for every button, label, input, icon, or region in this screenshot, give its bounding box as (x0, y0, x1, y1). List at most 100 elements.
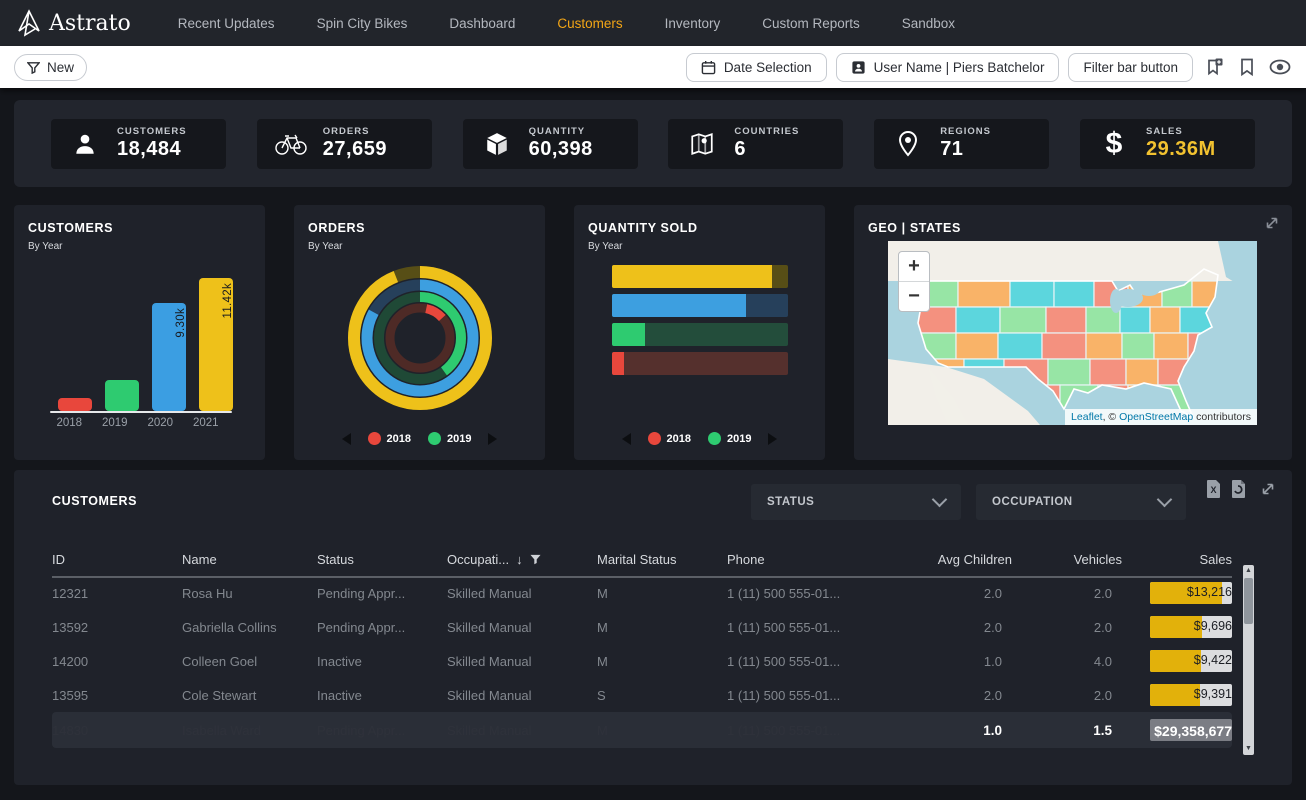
state-shape[interactable] (918, 333, 956, 359)
column-filter-icon[interactable] (530, 554, 541, 565)
hbar-chart-plot[interactable] (612, 265, 788, 381)
state-shape[interactable] (1054, 281, 1094, 307)
osm-link[interactable]: OpenStreetMap (1119, 411, 1193, 423)
scroll-up-icon[interactable]: ▲ (1243, 565, 1254, 577)
col-phone[interactable]: Phone (727, 552, 897, 567)
eye-icon[interactable] (1268, 55, 1292, 79)
donut-ring-2018[interactable] (384, 302, 455, 373)
state-shape[interactable] (998, 333, 1042, 359)
zoom-out-button[interactable]: − (899, 282, 929, 311)
occupation-filter-dropdown[interactable]: OCCUPATION (976, 484, 1186, 520)
new-filter-button[interactable]: New (14, 54, 87, 81)
nav-item-inventory[interactable]: Inventory (665, 16, 721, 31)
table-row[interactable]: 13592Gabriella CollinsPending Appr...Ski… (52, 610, 1232, 644)
customers-table-card: CUSTOMERS STATUS OCCUPATION X ID Name St… (14, 470, 1292, 785)
expand-icon[interactable] (1264, 215, 1280, 231)
legend-item-2018[interactable]: 2018 (368, 432, 411, 445)
bar-2018[interactable] (58, 398, 92, 411)
col-vehicles[interactable]: Vehicles (1012, 552, 1122, 567)
hbar-2018[interactable] (612, 352, 788, 375)
kpi-orders[interactable]: ORDERS27,659 (257, 119, 432, 169)
state-shape[interactable] (956, 333, 998, 359)
hbar-2019[interactable] (612, 323, 788, 346)
state-shape[interactable] (1046, 307, 1086, 333)
col-children[interactable]: Avg Children (897, 552, 1012, 567)
state-shape[interactable] (1180, 307, 1216, 333)
export-excel-icon[interactable]: X (1206, 480, 1221, 498)
expand-icon[interactable] (1260, 481, 1276, 497)
user-name-button[interactable]: User Name | Piers Batchelor (836, 53, 1060, 82)
leaflet-map[interactable]: + − Leaflet, © OpenStreetMap contributor… (888, 241, 1257, 425)
kpi-countries[interactable]: COUNTRIES6 (668, 119, 843, 169)
col-status[interactable]: Status (317, 552, 447, 567)
col-id[interactable]: ID (52, 552, 182, 567)
state-shape[interactable] (1162, 281, 1192, 307)
kpi-regions[interactable]: REGIONS71 (874, 119, 1049, 169)
hbar-2021[interactable] (612, 265, 788, 288)
bar-2019[interactable] (105, 380, 139, 411)
state-shape[interactable] (1122, 333, 1154, 359)
legend-prev-arrow-icon[interactable] (342, 433, 351, 445)
table-row[interactable]: 12321Rosa HuPending Appr...Skilled Manua… (52, 576, 1232, 610)
kpi-customers[interactable]: CUSTOMERS18,484 (51, 119, 226, 169)
nav-item-custom-reports[interactable]: Custom Reports (762, 16, 860, 31)
kpi-band: CUSTOMERS18,484 ORDERS27,659 QUANTITY60,39… (14, 100, 1292, 187)
nav-item-sandbox[interactable]: Sandbox (902, 16, 955, 31)
bookmark-icon[interactable] (1235, 55, 1259, 79)
state-shape[interactable] (1192, 281, 1226, 307)
state-shape[interactable] (1042, 333, 1086, 359)
hbar-2020[interactable] (612, 294, 788, 317)
status-filter-dropdown[interactable]: STATUS (751, 484, 961, 520)
state-shape[interactable] (1158, 359, 1194, 385)
state-shape[interactable] (956, 307, 1000, 333)
col-name[interactable]: Name (182, 552, 317, 567)
nav-item-spin-city-bikes[interactable]: Spin City Bikes (317, 16, 408, 31)
nav-item-recent-updates[interactable]: Recent Updates (178, 16, 275, 31)
state-shape[interactable] (1154, 333, 1188, 359)
kpi-quantity[interactable]: QUANTITY60,398 (463, 119, 638, 169)
legend-item-2018[interactable]: 2018 (648, 432, 691, 445)
state-shape[interactable] (1010, 281, 1054, 307)
legend-item-2019[interactable]: 2019 (428, 432, 471, 445)
state-shape[interactable] (1000, 307, 1046, 333)
col-sales[interactable]: Sales (1122, 552, 1232, 567)
date-selection-button[interactable]: Date Selection (686, 53, 827, 82)
export-document-icon[interactable] (1231, 480, 1246, 498)
legend-next-arrow-icon[interactable] (488, 433, 497, 445)
state-shape[interactable] (1090, 359, 1126, 385)
package-icon (479, 131, 515, 157)
donut-ring-2021[interactable] (354, 272, 486, 404)
state-shape[interactable] (958, 281, 1010, 307)
legend-prev-arrow-icon[interactable] (622, 433, 631, 445)
state-shape[interactable] (1126, 359, 1158, 385)
calendar-icon (701, 60, 716, 75)
state-shape[interactable] (1128, 385, 1160, 411)
table-row[interactable]: 14200Colleen GoelInactiveSkilled ManualM… (52, 644, 1232, 678)
legend-next-arrow-icon[interactable] (768, 433, 777, 445)
kpi-sales[interactable]: $SALES29.36M (1080, 119, 1255, 169)
brand[interactable]: Astrato (16, 9, 131, 37)
state-shape[interactable] (1086, 333, 1122, 359)
sort-desc-icon[interactable]: ↓ (516, 552, 523, 567)
col-marital[interactable]: Marital Status (597, 552, 727, 567)
table-row[interactable]: 13595Cole StewartInactiveSkilled ManualS… (52, 678, 1232, 712)
state-shape[interactable] (1150, 307, 1180, 333)
scroll-down-icon[interactable]: ▼ (1243, 743, 1254, 755)
state-shape[interactable] (1048, 359, 1090, 385)
bar-2021[interactable]: 11.42k (199, 278, 233, 411)
nav-item-dashboard[interactable]: Dashboard (449, 16, 515, 31)
leaflet-link[interactable]: Leaflet (1071, 411, 1103, 423)
state-shape[interactable] (1120, 307, 1150, 333)
donut-chart[interactable] (335, 253, 505, 423)
bookmark-add-icon[interactable] (1202, 55, 1226, 79)
legend-item-2019[interactable]: 2019 (708, 432, 751, 445)
table-scrollbar[interactable]: ▲ ▼ (1243, 565, 1254, 755)
scrollbar-thumb[interactable] (1244, 578, 1253, 624)
zoom-in-button[interactable]: + (899, 252, 929, 282)
bar-chart-plot[interactable]: 9.30k 11.42k (50, 261, 232, 413)
filter-bar-button[interactable]: Filter bar button (1068, 53, 1193, 82)
col-occupation[interactable]: Occupati... ↓ (447, 552, 597, 567)
nav-item-customers[interactable]: Customers (557, 16, 622, 31)
us-choropleth[interactable] (888, 241, 1257, 425)
bar-2020[interactable]: 9.30k (152, 303, 186, 411)
